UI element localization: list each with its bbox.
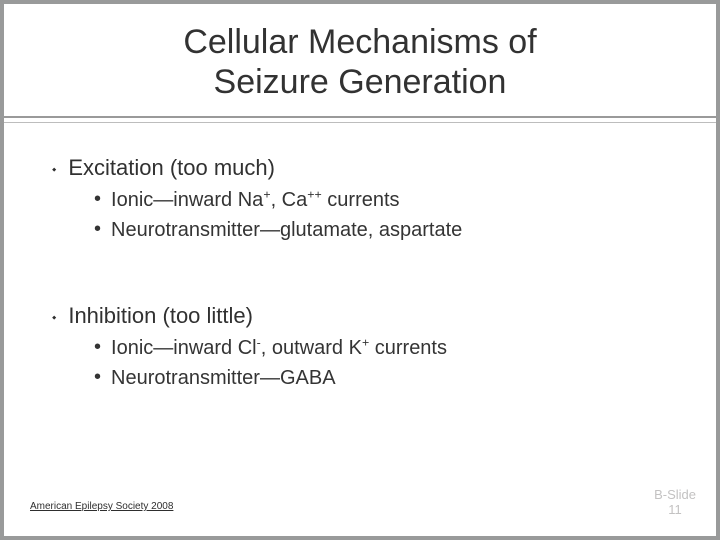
bullet-l2: • Neurotransmitter—glutamate, aspartate (94, 217, 680, 243)
bullet-l1: ⬩ Excitation (too much) (52, 155, 680, 181)
bullet-group-excitation: ⬩ Excitation (too much) • Ionic—inward N… (40, 155, 680, 243)
bullet-l1-text: Inhibition (too little) (68, 303, 253, 329)
content-area: ⬩ Excitation (too much) • Ionic—inward N… (40, 123, 680, 391)
divider-top (4, 116, 716, 118)
dot-bullet-icon: • (94, 335, 101, 359)
bullet-l1-text: Excitation (too much) (68, 155, 275, 181)
diamond-bullet-icon: ⬩ (52, 158, 56, 180)
bullet-l2: • Neurotransmitter—GABA (94, 365, 680, 391)
title-line-1: Cellular Mechanisms of (183, 23, 536, 61)
slide-number-value: 11 (668, 502, 682, 517)
bullet-l1: ⬩ Inhibition (too little) (52, 303, 680, 329)
slide-frame: Cellular Mechanisms of Seizure Generatio… (0, 0, 720, 540)
slide-title: Cellular Mechanisms of Seizure Generatio… (40, 22, 680, 102)
bullet-l2: • Ionic—inward Cl-, outward K+ currents (94, 335, 680, 361)
bullet-l2-text: Ionic—inward Na+, Ca++ currents (111, 187, 400, 213)
bullet-l2-text: Neurotransmitter—glutamate, aspartate (111, 217, 462, 243)
dot-bullet-icon: • (94, 365, 101, 389)
bullet-l2-text: Ionic—inward Cl-, outward K+ currents (111, 335, 447, 361)
dot-bullet-icon: • (94, 217, 101, 241)
slide-number: B-Slide 11 (654, 488, 696, 518)
bullet-l2: • Ionic—inward Na+, Ca++ currents (94, 187, 680, 213)
bullet-group-inhibition: ⬩ Inhibition (too little) • Ionic—inward… (40, 303, 680, 391)
bullet-l2-text: Neurotransmitter—GABA (111, 365, 336, 391)
slide-number-label: B-Slide (654, 487, 696, 502)
diamond-bullet-icon: ⬩ (52, 306, 56, 328)
title-line-2: Seizure Generation (214, 63, 507, 101)
footer-citation: American Epilepsy Society 2008 (30, 501, 173, 512)
dot-bullet-icon: • (94, 187, 101, 211)
